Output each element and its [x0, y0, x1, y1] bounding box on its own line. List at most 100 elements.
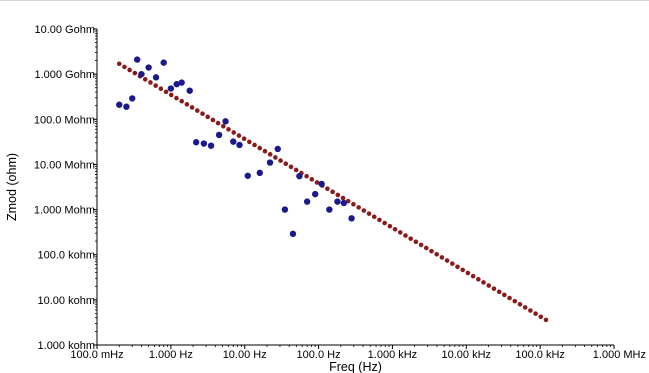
data-point	[244, 172, 251, 179]
data-point	[215, 131, 223, 139]
fit-marker	[148, 80, 153, 85]
data-point	[167, 85, 175, 92]
y-tick-label: 1.000 Mohm	[34, 205, 95, 217]
y-tick-label: 100.0 Mohm	[34, 114, 95, 126]
x-tick-label: 100.0 kHz	[515, 349, 565, 361]
fit-marker	[517, 301, 523, 307]
data-point	[145, 64, 152, 71]
y-tick-label: 100.0 kohm	[38, 250, 95, 262]
fit-marker	[236, 133, 242, 138]
fit-marker	[423, 245, 429, 251]
fit-line	[116, 61, 549, 323]
fit-marker	[538, 314, 544, 320]
data-point	[256, 169, 263, 177]
fit-marker	[200, 111, 205, 117]
fit-marker	[309, 177, 315, 182]
fit-marker	[533, 311, 538, 316]
fit-marker	[465, 270, 471, 276]
fit-marker	[267, 152, 273, 157]
fit-marker	[288, 164, 294, 170]
data-point	[326, 206, 333, 213]
fit-marker	[450, 261, 455, 266]
fit-marker	[257, 145, 263, 151]
fit-marker	[444, 258, 450, 263]
fit-marker	[210, 117, 216, 123]
x-tick-label: 1.000 Hz	[149, 349, 193, 361]
fit-marker	[528, 308, 533, 313]
data-point	[133, 56, 141, 63]
fit-marker	[413, 239, 419, 245]
fit-marker	[205, 114, 211, 120]
fit-marker	[460, 267, 466, 273]
fit-marker	[231, 130, 237, 135]
data-point	[311, 190, 319, 198]
y-tick-label: 10.00 kohm	[38, 295, 95, 307]
fit-marker	[455, 264, 460, 270]
data-point	[289, 230, 297, 238]
data-point	[281, 206, 289, 213]
fit-marker	[252, 142, 257, 148]
x-tick-label: 1.000 kHz	[368, 349, 418, 361]
x-tick-label: 1.000 MHz	[593, 349, 646, 361]
fit-marker	[142, 77, 148, 82]
fit-marker	[366, 211, 372, 216]
fit-marker	[351, 202, 356, 207]
fit-marker	[345, 198, 351, 204]
fit-marker	[153, 83, 158, 88]
fit-marker	[397, 230, 403, 235]
y-axis-title: Zmod (ohm)	[5, 153, 19, 221]
fit-marker	[543, 317, 549, 323]
data-point	[152, 74, 160, 81]
fit-marker	[408, 236, 413, 241]
data-point	[222, 118, 229, 125]
fit-marker	[491, 286, 497, 291]
fit-marker	[215, 120, 221, 126]
fit-marker	[502, 292, 507, 298]
fit-marker	[340, 195, 346, 201]
fit-marker	[392, 226, 398, 232]
data-point	[160, 59, 167, 66]
data-point	[296, 172, 303, 180]
fit-marker	[335, 192, 341, 198]
fit-marker	[158, 86, 164, 92]
data-point	[116, 101, 123, 108]
data-points	[116, 56, 355, 238]
y-tick-label: 1.000 Gohm	[34, 69, 95, 81]
data-point	[178, 79, 185, 86]
fit-marker	[377, 217, 382, 223]
fit-marker	[247, 139, 252, 145]
data-point	[230, 138, 237, 145]
fit-marker	[429, 248, 434, 254]
x-tick-label: 10.00 Hz	[223, 349, 267, 361]
fit-marker	[387, 223, 393, 229]
fit-marker	[184, 102, 190, 107]
data-point	[186, 87, 193, 94]
fit-marker	[132, 70, 138, 76]
fit-marker	[382, 220, 387, 226]
fit-marker	[356, 205, 361, 210]
data-point	[173, 80, 180, 88]
data-point	[192, 139, 200, 146]
fit-marker	[325, 186, 330, 191]
fit-marker	[512, 298, 518, 304]
x-tick-label: 100.0 Hz	[297, 349, 341, 361]
fit-marker	[221, 123, 226, 129]
data-point	[334, 198, 341, 205]
fit-marker	[241, 136, 247, 142]
fit-marker	[371, 214, 377, 220]
fit-marker	[293, 167, 299, 173]
fit-marker	[127, 67, 132, 73]
fit-marker	[116, 61, 122, 67]
data-point	[274, 145, 281, 153]
fit-marker	[418, 242, 424, 248]
data-point	[303, 198, 311, 205]
data-point	[318, 180, 325, 188]
data-point	[123, 103, 130, 110]
x-axis-title: Freq (Hz)	[329, 360, 382, 373]
data-point	[138, 70, 145, 78]
fit-marker	[122, 64, 127, 70]
data-point	[236, 141, 243, 149]
fit-marker	[262, 148, 268, 154]
fit-marker	[522, 305, 528, 310]
